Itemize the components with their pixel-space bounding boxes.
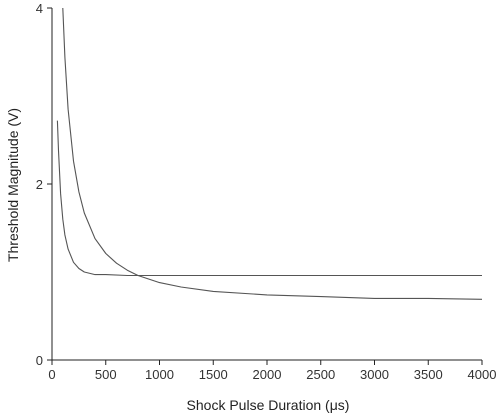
x-axis-ticks: 0 500 1000 1500 2000 2500 3000 3500 4000 bbox=[48, 360, 496, 382]
x-tick-label: 0 bbox=[48, 367, 55, 382]
y-tick-label: 4 bbox=[36, 1, 43, 16]
x-tick-label: 3500 bbox=[414, 367, 443, 382]
y-tick-label: 0 bbox=[36, 353, 43, 368]
x-tick-label: 1000 bbox=[145, 367, 174, 382]
y-axis-ticks: 0 2 4 bbox=[36, 1, 52, 368]
plot-frame bbox=[51, 8, 482, 361]
series-group bbox=[56, 7, 483, 300]
series-line-2 bbox=[62, 7, 483, 300]
x-tick-label: 3000 bbox=[360, 367, 389, 382]
x-axis-label: Shock Pulse Duration (μs) bbox=[187, 397, 350, 413]
x-tick-label: 500 bbox=[95, 367, 117, 382]
x-tick-label: 4000 bbox=[468, 367, 497, 382]
y-tick-label: 2 bbox=[36, 177, 43, 192]
x-tick-label: 2000 bbox=[253, 367, 282, 382]
y-axis-label: Threshold Magnitude (V) bbox=[5, 108, 21, 262]
series-line-1 bbox=[56, 120, 482, 277]
x-tick-label: 1500 bbox=[199, 367, 228, 382]
x-tick-label: 2500 bbox=[306, 367, 335, 382]
